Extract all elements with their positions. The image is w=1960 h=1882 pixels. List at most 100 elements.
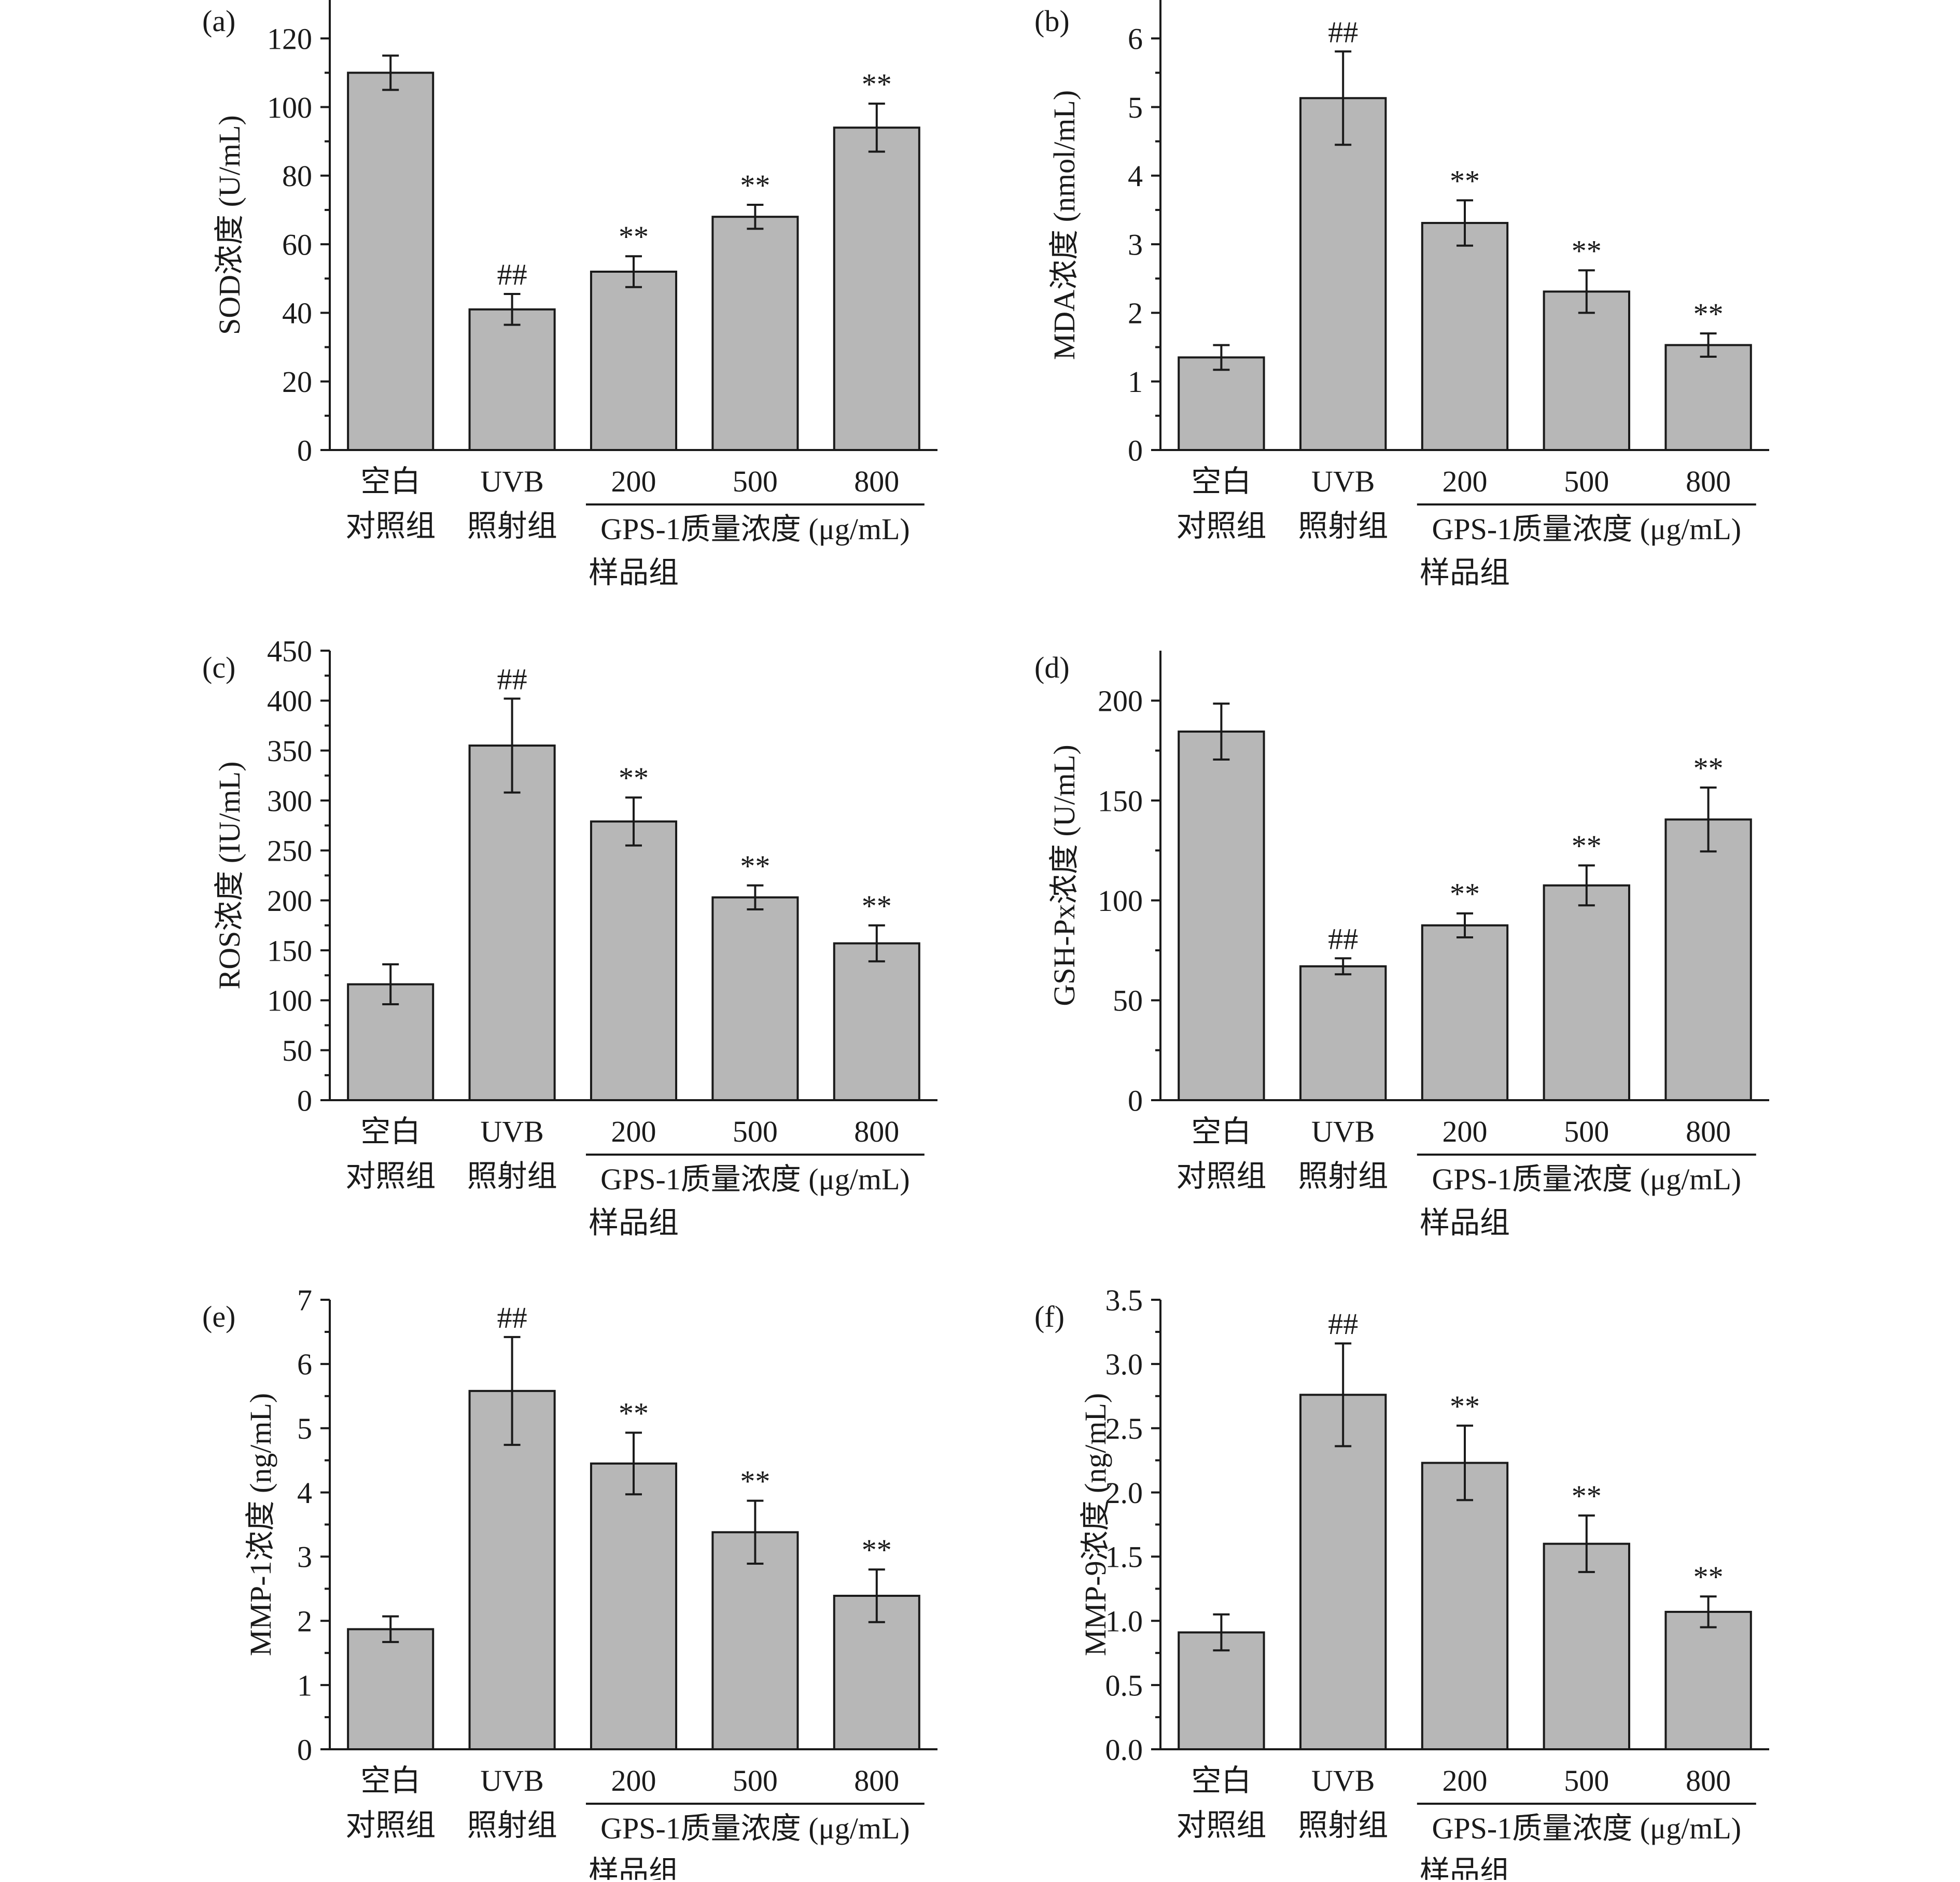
x-tick-label: 200 [1443,1115,1488,1148]
significance-mark: ## [497,1301,527,1335]
significance-mark: ## [1328,1307,1358,1341]
x-tick-label: 对照组 [345,1808,436,1842]
significance-mark: ** [619,220,649,254]
group-sub-label: 样品组 [1420,1855,1510,1880]
y-axis-title: MDA浓度 (nmol/mL) [1047,90,1081,360]
y-tick-label: 100 [267,91,312,124]
bar [1543,884,1630,1102]
x-tick-label: 500 [1564,1764,1609,1797]
bar [1664,1610,1752,1751]
y-tick-label: 350 [267,734,312,768]
y-tick-label: 4 [297,1476,312,1510]
bar [833,127,920,451]
panel-label: (c) [202,651,235,684]
x-tick-label: 800 [854,1764,899,1797]
x-tick-label: UVB [1311,1764,1375,1797]
panel-label: (b) [1034,4,1070,38]
x-tick-label: 照射组 [467,1808,557,1842]
x-tick-label: 500 [1564,1115,1609,1148]
y-tick-label: 3.0 [1105,1347,1143,1381]
y-tick-label: 0 [297,433,312,467]
y-tick-label: 2.0 [1105,1476,1143,1510]
bar [468,745,556,1101]
x-tick-label: 200 [1443,465,1488,498]
x-tick-label: UVB [480,1764,543,1797]
y-tick-label: 7 [297,1283,312,1317]
significance-mark: ** [862,1533,892,1567]
y-tick-label: 1 [297,1668,312,1702]
y-tick-label: 100 [267,984,312,1018]
y-tick-label: 60 [282,228,312,261]
x-tick-label: 对照组 [1176,509,1266,543]
x-tick-label: 空白 [1191,465,1251,498]
significance-mark: ** [740,168,770,202]
x-tick-label: 空白 [1191,1764,1251,1797]
x-tick-label: 800 [1686,1115,1731,1148]
x-tick-label: 对照组 [1176,1808,1266,1842]
significance-mark: ** [619,761,649,795]
significance-mark: ** [1693,1560,1724,1594]
group-label: GPS-1质量浓度 (μg/mL) [600,1811,910,1845]
x-tick-label: 800 [1686,465,1731,498]
y-tick-label: 1 [1128,365,1143,399]
significance-mark: ## [497,662,527,696]
panel-label: (a) [202,4,235,38]
x-tick-label: 空白 [360,1764,421,1797]
y-tick-label: 0 [1128,1084,1143,1117]
y-tick-label: 3 [297,1540,312,1574]
bar [1421,222,1509,451]
y-tick-label: 3.5 [1105,1283,1143,1317]
significance-mark: ** [1450,1389,1480,1423]
y-tick-label: 80 [282,159,312,193]
x-tick-label: 500 [1564,465,1609,498]
bar [468,1389,556,1751]
group-label: GPS-1质量浓度 (μg/mL) [1432,1162,1741,1196]
significance-mark: ** [740,849,770,883]
panel-label: (e) [202,1300,235,1333]
x-tick-label: UVB [480,465,543,498]
y-tick-label: 0 [297,1733,312,1766]
bar [711,1531,799,1750]
y-tick-label: 450 [267,634,312,668]
y-tick-label: 50 [282,1034,312,1068]
bar [1299,1394,1387,1750]
significance-mark: ** [1572,234,1602,268]
bar [468,308,556,451]
y-tick-label: 0 [1128,433,1143,467]
x-tick-label: 照射组 [1298,1159,1388,1193]
x-tick-label: 对照组 [1176,1159,1266,1193]
y-tick-label: 1.5 [1105,1540,1143,1574]
significance-mark: ** [1572,829,1602,863]
group-sub-label: 样品组 [1420,1206,1510,1240]
group-sub-label: 样品组 [589,556,679,589]
x-tick-label: 空白 [360,465,421,498]
y-tick-label: 20 [282,365,312,399]
bar [711,896,799,1102]
bar [347,72,435,452]
x-tick-label: 对照组 [345,1159,436,1193]
y-tick-label: 0.0 [1105,1733,1143,1766]
x-tick-label: 200 [1443,1764,1488,1797]
bar [1299,965,1387,1101]
y-tick-label: 250 [267,834,312,868]
x-tick-label: UVB [480,1115,543,1148]
y-axis-title: ROS浓度 (IU/mL) [213,762,246,990]
y-tick-label: 100 [1098,884,1143,918]
y-tick-label: 120 [267,22,312,55]
y-axis-title: MMP-1浓度 (ng/mL) [244,1393,277,1656]
significance-mark: ** [1572,1479,1602,1513]
y-axis-title: SOD浓度 (U/mL) [213,115,246,335]
bar [590,1462,678,1750]
x-tick-label: 200 [611,1764,656,1797]
significance-mark: ** [862,67,892,101]
group-label: GPS-1质量浓度 (μg/mL) [600,1162,910,1196]
y-tick-label: 2 [297,1605,312,1638]
x-tick-label: 500 [733,1115,778,1148]
bar [711,216,799,451]
group-label: GPS-1质量浓度 (μg/mL) [600,512,910,546]
x-tick-label: 空白 [1191,1115,1251,1148]
group-label: GPS-1质量浓度 (μg/mL) [1432,1811,1741,1845]
x-tick-label: 800 [1686,1764,1731,1797]
